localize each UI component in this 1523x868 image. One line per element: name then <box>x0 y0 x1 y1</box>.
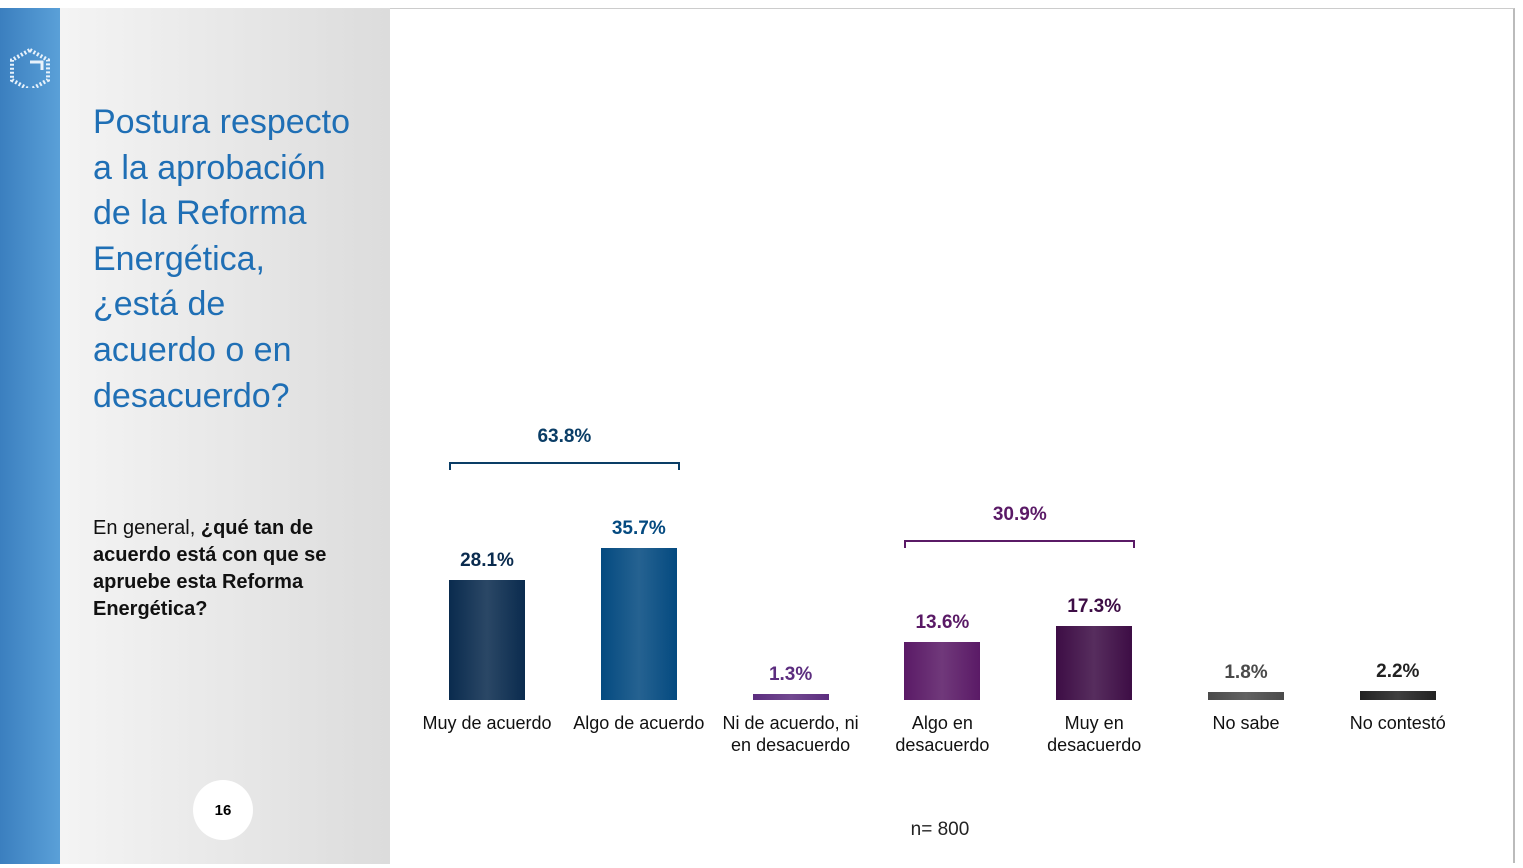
group-bracket <box>449 461 680 470</box>
content-frame <box>390 8 1515 863</box>
category-label: Algo de acuerdo <box>573 713 705 733</box>
bar <box>752 694 829 700</box>
question-bold: ¿qué tan de acuerdo está con que se apru… <box>93 517 327 620</box>
category-label: No contestó <box>1349 713 1446 733</box>
side-panel <box>60 8 390 864</box>
bar <box>449 580 525 700</box>
page-number: 16 <box>193 780 253 840</box>
value-label: 1.3% <box>768 664 813 686</box>
question-prefix: En general, <box>93 517 196 539</box>
value-label: 17.3% <box>1067 596 1122 618</box>
question: En general, ¿qué tan de acuerdo está con… <box>93 515 368 623</box>
bar <box>904 642 981 700</box>
category-label: Ni de acuerdo, ni en desacuerdo <box>722 713 859 755</box>
value-label: 28.1% <box>460 550 514 572</box>
group-bracket <box>904 540 1136 549</box>
sample-note: n= 800 <box>910 819 970 840</box>
bar <box>600 547 677 700</box>
side-strip <box>0 8 60 864</box>
logo <box>10 47 50 93</box>
bar <box>1359 690 1436 700</box>
bar <box>1056 626 1133 700</box>
category-label: No sabe <box>1212 713 1280 733</box>
value-label: 2.2% <box>1376 660 1420 682</box>
value-label: 1.8% <box>1224 662 1268 684</box>
value-label: 13.6% <box>915 612 970 634</box>
group-label: 30.9% <box>992 504 1047 526</box>
category-label: Muy en desacuerdo <box>1047 713 1142 755</box>
bar <box>1208 692 1284 700</box>
value-label: 35.7% <box>611 517 666 539</box>
group-label: 63.8% <box>537 425 592 447</box>
category-label: Muy de acuerdo <box>422 713 552 733</box>
slide-title: Postura respecto a la aprobación de la R… <box>93 103 351 415</box>
category-label: Algo en desacuerdo <box>895 713 990 755</box>
